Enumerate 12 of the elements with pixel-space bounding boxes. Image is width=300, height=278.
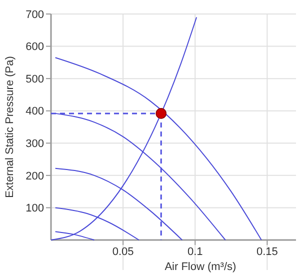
y-tick-label: 100 bbox=[26, 202, 44, 215]
y-tick-label: 600 bbox=[26, 41, 44, 54]
x-axis-title: Air Flow (m³/s) bbox=[164, 261, 236, 273]
x-tick-label: 0.15 bbox=[256, 246, 278, 258]
y-axis-title: External Static Pressure (Pa) bbox=[4, 56, 16, 198]
x-tick-label: 0.05 bbox=[112, 246, 134, 258]
x-tick-label: 0.1 bbox=[187, 246, 203, 258]
y-tick-label: 700 bbox=[26, 8, 44, 21]
y-tick-label: 200 bbox=[26, 170, 44, 182]
y-tick-label: 300 bbox=[26, 138, 44, 150]
y-tick-label: 500 bbox=[26, 73, 44, 86]
y-tick-label: 400 bbox=[26, 106, 44, 118]
